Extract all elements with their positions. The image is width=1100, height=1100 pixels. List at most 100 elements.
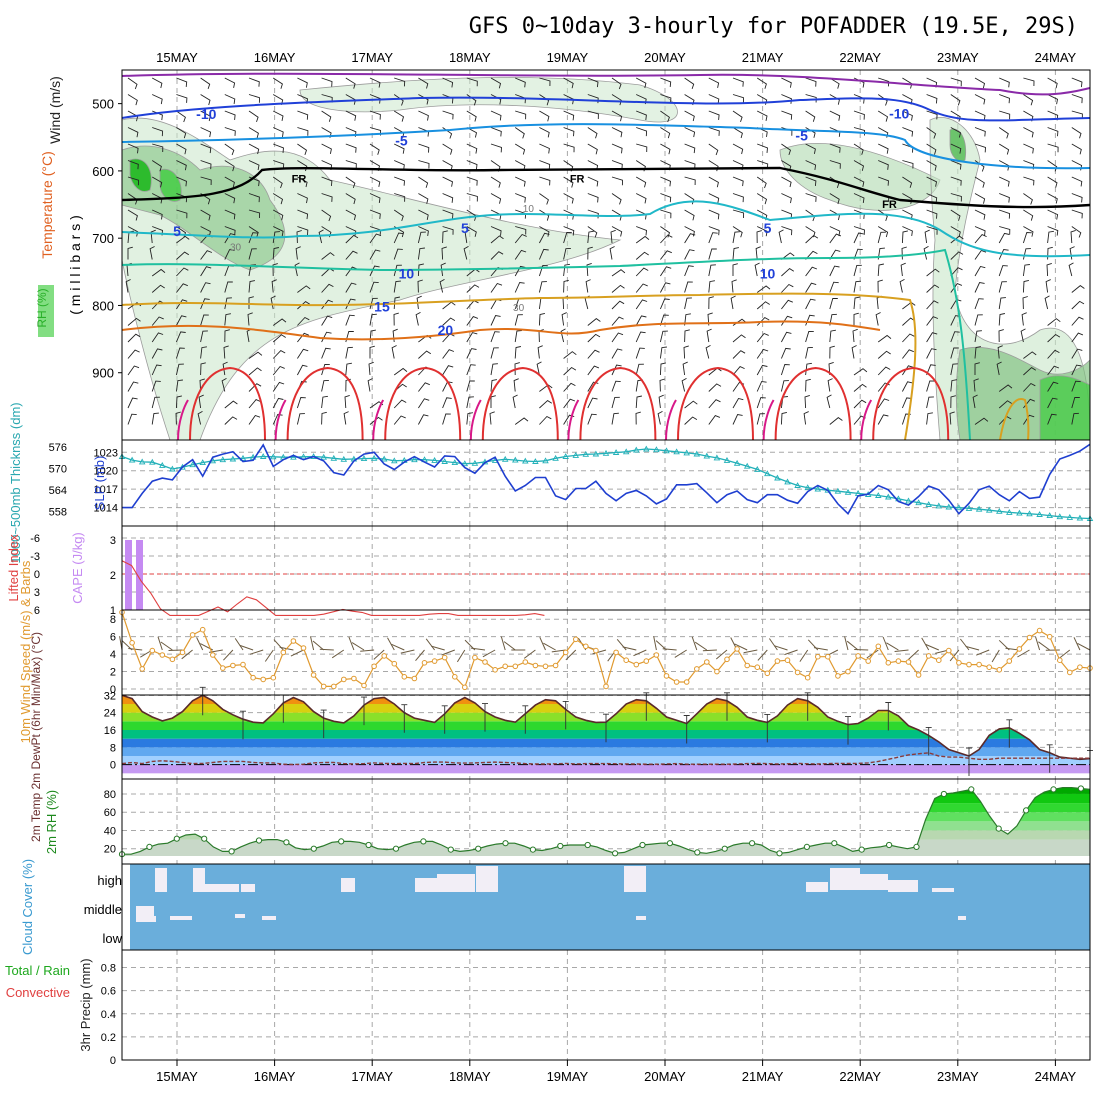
rh-point (255, 837, 263, 844)
surface-wind-barb (503, 641, 516, 651)
wind-speed-point (381, 653, 388, 659)
thickness-point (441, 458, 448, 464)
wind-barb (587, 413, 597, 425)
wind-barb (200, 77, 211, 90)
wind-barb (587, 381, 599, 392)
wind-barb (611, 127, 623, 138)
temperature-loop (774, 366, 852, 441)
wind-barb (200, 110, 211, 122)
wind-barb (369, 233, 382, 244)
wind-barb (611, 226, 623, 237)
wind-barb (417, 263, 424, 277)
wind-barb (248, 226, 259, 238)
wind-speed-point (341, 676, 347, 683)
wind-barb (732, 397, 744, 409)
wind-barb (563, 110, 575, 121)
wind-10m-axis-title: 10m Wind Speed (m/s) & Barbs (18, 560, 33, 743)
wind-barb (781, 143, 792, 156)
wind-barb (877, 350, 891, 359)
cape-bar (136, 540, 143, 610)
rh-point (858, 846, 865, 853)
wind-barb (611, 412, 619, 425)
thickness-point (875, 492, 882, 498)
contour-label: 20 (438, 322, 454, 338)
min-max-whisker (361, 696, 367, 726)
wind-barb (367, 378, 373, 392)
thickness-point (975, 505, 983, 512)
wind-speed-point (764, 670, 771, 677)
wind-barb (224, 226, 236, 236)
temperature-contour (121, 248, 971, 441)
wind-barb (805, 94, 817, 103)
temperature-loop (189, 366, 266, 441)
temperature-loop (384, 366, 462, 441)
wind-speed-point (744, 662, 751, 669)
wind-barb (415, 312, 421, 326)
wind-barb (684, 281, 693, 293)
wind-speed-point (855, 653, 861, 659)
surface-wind-barb (743, 649, 758, 654)
wind-barb (463, 246, 469, 260)
wind-barb (998, 384, 1013, 392)
wind-speed-point (1026, 634, 1033, 641)
wind-barb (345, 209, 357, 221)
wind-barb (731, 279, 737, 293)
wind-barb (950, 347, 959, 359)
thickness-tick-label: 564 (49, 485, 67, 497)
wind-barb (151, 412, 159, 425)
wind-barb (127, 397, 138, 409)
wind-barb (151, 364, 162, 376)
wind-speed-point (815, 653, 821, 660)
wind-barb (247, 312, 253, 326)
rh-area (299, 76, 678, 123)
wind-barb (805, 234, 819, 244)
min-max-whisker (925, 726, 932, 756)
thickness-point (522, 457, 529, 464)
wind-barb (200, 127, 212, 138)
cloud-gap (624, 866, 646, 892)
wind-barb (877, 231, 886, 244)
top-day-label: 22MAY (839, 50, 881, 65)
wind-barb (684, 77, 695, 90)
wind-barb (442, 209, 454, 219)
wind-barb (248, 280, 255, 293)
wind-barb (466, 160, 478, 170)
wind-barb (635, 411, 641, 425)
top-day-label: 17MAY (351, 50, 393, 65)
cloud-gap (136, 906, 154, 918)
thickness-point (128, 456, 136, 463)
wind-barb (974, 298, 984, 310)
wind-barb (902, 381, 913, 392)
wind-speed-point (371, 663, 377, 670)
temperature-contour (121, 292, 917, 441)
wind-barb (127, 94, 138, 106)
min-max-whisker (199, 686, 206, 716)
cloud-gap (806, 882, 828, 892)
cape-bar (125, 540, 132, 610)
wind-barb (297, 209, 309, 220)
wind-barb (490, 94, 502, 105)
wind-barb (539, 193, 549, 205)
wind-barb (418, 414, 429, 425)
wind-barb (297, 77, 308, 88)
wind-barb (272, 365, 285, 376)
wind-barb (877, 110, 889, 122)
wind-speed-point (179, 649, 186, 656)
wind-barb (999, 176, 1010, 187)
wind-speed-point (512, 663, 519, 670)
thickness-point (996, 507, 1003, 514)
temperature-contour (121, 123, 1091, 170)
surface-wind-barb (622, 646, 637, 651)
wind-barb (878, 176, 889, 186)
rh-point (612, 850, 619, 857)
wind-barb (587, 176, 599, 187)
wind-barb (657, 411, 663, 425)
wind-barb (321, 77, 333, 87)
bottom-day-label: 19MAY (547, 1069, 589, 1084)
contour-label: 15 (374, 299, 390, 315)
wind-barb (345, 330, 354, 343)
wind-barb (999, 94, 1010, 104)
wind-barb (658, 394, 664, 409)
wind-barb (635, 395, 642, 409)
wind-barb (514, 265, 526, 277)
